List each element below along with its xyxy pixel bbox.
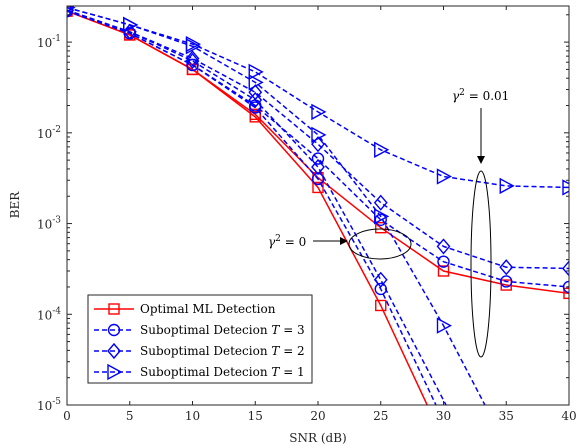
x-axis-label: SNR (dB) (289, 431, 346, 445)
x-tick-label: 20 (310, 409, 325, 423)
legend-label-3: Suboptimal Detecion T = 2 (140, 344, 305, 358)
series-3-point (436, 238, 451, 255)
series-2-point (437, 255, 450, 268)
annotations: γ2 = 0.01 γ2 = 0 (268, 88, 509, 358)
annotation-gamma-0: γ2 = 0 (268, 234, 306, 249)
series-2 (67, 6, 569, 294)
series-7-line (67, 9, 447, 405)
series-5-point (312, 181, 324, 194)
annotation-ellipse-0 (348, 228, 412, 260)
series-5-line (67, 10, 428, 405)
series-1-point (437, 265, 450, 277)
series-6-point (186, 58, 199, 72)
x-tick-label: 0 (63, 409, 71, 423)
series-2-point (562, 280, 569, 294)
series-7 (67, 6, 447, 405)
series-3-point (311, 136, 325, 153)
series-4-point (248, 63, 264, 81)
series-1-point (563, 287, 569, 300)
series-7-point (248, 91, 263, 109)
x-tick-label: 30 (436, 409, 451, 423)
y-tick-label: 10-4 (37, 306, 61, 322)
y-tick-label: 10-2 (37, 125, 61, 141)
series-2-point (500, 275, 513, 288)
series-8-point (311, 126, 327, 144)
y-tick-label: 10-1 (37, 34, 61, 50)
legend-label-2: Suboptimal Detecion T = 3 (140, 323, 305, 337)
series-8 (67, 6, 486, 405)
legend-marker-2 (107, 323, 121, 337)
series-8-point (123, 16, 139, 34)
series-7-point (67, 6, 74, 19)
series-3-point (373, 194, 388, 211)
series-8-point (248, 74, 264, 91)
series-4-point (499, 177, 515, 195)
series-7-point (185, 52, 200, 70)
axes-layer: 0 5 10 15 20 25 30 35 40 10-1 10-2 10-3 10-4 10-5 (37, 6, 577, 423)
x-tick-label: 25 (373, 409, 388, 423)
legend-marker-3 (107, 342, 121, 360)
series-3-point (499, 259, 514, 276)
series-2-point (311, 152, 325, 165)
x-tick-label: 10 (185, 409, 200, 423)
x-tick-label: 40 (561, 409, 576, 423)
series-7-point (122, 23, 137, 40)
y-tick-label: 10-3 (37, 216, 61, 232)
series-8-point (185, 38, 201, 55)
series-8-point (436, 317, 452, 334)
series-5-point (249, 111, 261, 123)
series-3-point (562, 260, 569, 277)
x-tick-label: 5 (126, 409, 134, 423)
series-7-point (311, 158, 325, 176)
legend-label-1: Optimal ML Detection (140, 302, 276, 316)
annotation-ellipse-001 (470, 170, 492, 358)
series-8-point (374, 208, 390, 225)
series-6-point (249, 101, 262, 114)
series-7-point (373, 271, 388, 288)
legend-marker-1 (108, 303, 120, 315)
x-tick-label: 15 (248, 409, 263, 423)
annotation-gamma-001: γ2 = 0.01 (452, 88, 509, 103)
x-tick-label: 35 (499, 409, 514, 423)
series-5-point (375, 299, 387, 312)
legend: Optimal ML Detection Suboptimal Detecion … (87, 294, 313, 384)
series-1-point (375, 222, 387, 234)
series-4-point (562, 179, 569, 196)
series-8-line (67, 6, 486, 405)
series-2-line (67, 10, 569, 288)
legend-marker-4 (107, 363, 123, 381)
series-4-point (374, 141, 390, 158)
y-tick-label: 10-5 (37, 397, 61, 413)
series-4-point (436, 168, 452, 185)
series-4-line (67, 6, 569, 189)
series-4-point (311, 103, 327, 121)
y-axis-label: BER (8, 191, 22, 219)
legend-label-4: Suboptimal Detecion T = 1 (140, 365, 305, 379)
series-layer (67, 6, 569, 405)
